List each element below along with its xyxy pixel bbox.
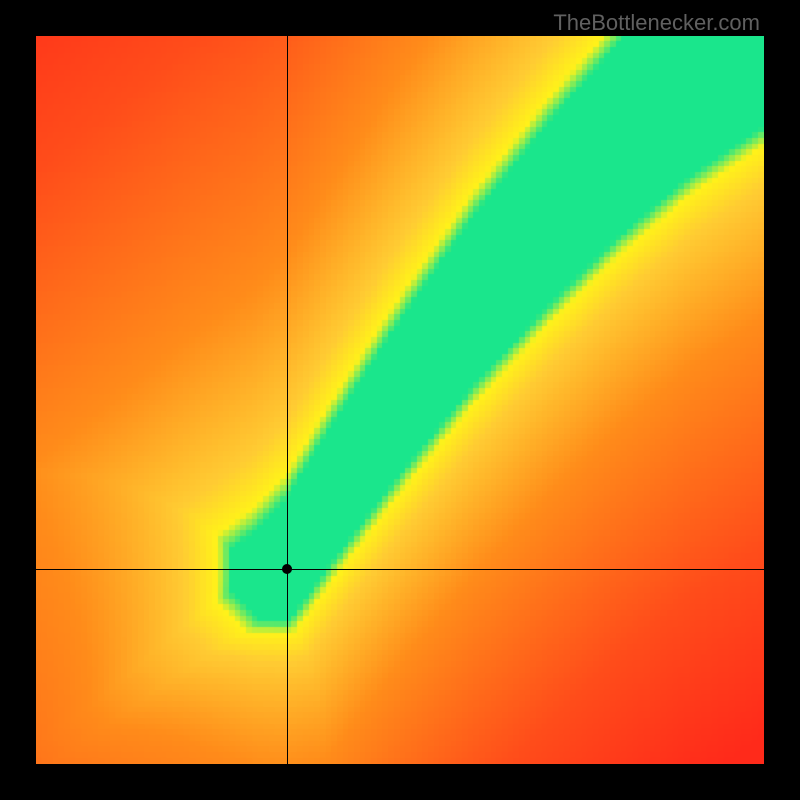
crosshair-point: [282, 564, 292, 574]
heatmap-plot: [36, 36, 764, 764]
crosshair-vertical: [287, 36, 288, 764]
watermark-text: TheBottlenecker.com: [553, 10, 760, 36]
heatmap-canvas: [36, 36, 764, 764]
crosshair-horizontal: [36, 569, 764, 570]
